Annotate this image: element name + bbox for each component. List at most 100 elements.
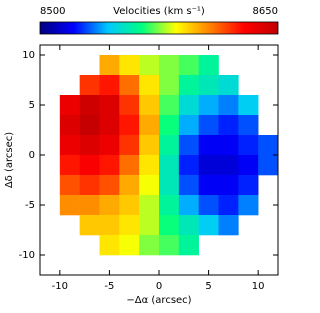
velocity-cell <box>159 115 180 136</box>
velocity-cell <box>238 95 259 116</box>
velocity-cell <box>198 55 219 76</box>
velocity-cell <box>139 135 160 156</box>
velocity-cell <box>119 95 140 116</box>
velocity-cell <box>99 95 120 116</box>
velocity-cell <box>198 95 219 116</box>
velocity-cell <box>139 235 160 256</box>
velocity-cell <box>119 55 140 76</box>
colorbar-max-label: 8650 <box>253 6 278 17</box>
velocity-cell <box>238 195 259 216</box>
velocity-cell <box>198 135 219 156</box>
velocity-cell <box>159 135 180 156</box>
velocity-cell <box>198 155 219 176</box>
velocity-cell <box>218 95 239 116</box>
velocity-cell <box>139 215 160 236</box>
velocity-cell <box>59 95 80 116</box>
velocity-cell <box>178 195 199 216</box>
x-tick-label: -5 <box>104 281 114 292</box>
velocity-cell <box>178 75 199 96</box>
velocity-cell <box>59 195 80 216</box>
y-axis-label: Δδ (arcsec) <box>4 132 15 188</box>
x-tick-label: 0 <box>156 281 162 292</box>
velocity-cell <box>198 195 219 216</box>
velocity-cell <box>119 135 140 156</box>
velocity-cell <box>218 155 239 176</box>
velocity-cell <box>159 155 180 176</box>
velocity-cell <box>178 235 199 256</box>
velocity-cell <box>159 75 180 96</box>
y-tick-label: 0 <box>29 150 35 161</box>
velocity-cell <box>59 135 80 156</box>
velocity-cell <box>238 155 259 176</box>
velocity-cell <box>198 175 219 196</box>
velocity-cell <box>238 175 259 196</box>
velocity-cell <box>178 135 199 156</box>
velocity-cell <box>218 75 239 96</box>
y-tick-label: -5 <box>25 200 35 211</box>
velocity-cell <box>99 115 120 136</box>
chart: Velocities (km s⁻¹) 8500 8650 −Δα (arcse… <box>4 6 279 306</box>
velocity-cell <box>59 155 80 176</box>
x-tick-label: 10 <box>252 281 265 292</box>
velocity-cell <box>159 235 180 256</box>
velocity-cell <box>119 175 140 196</box>
velocity-cell <box>139 55 160 76</box>
velocity-cell <box>79 215 100 236</box>
velocity-cell <box>159 195 180 216</box>
velocity-cell <box>99 175 120 196</box>
velocity-cell <box>178 55 199 76</box>
velocity-cell <box>258 135 279 156</box>
velocity-cell <box>159 175 180 196</box>
y-tick-label: 5 <box>29 100 35 111</box>
velocity-cell <box>119 75 140 96</box>
y-tick-label: -10 <box>19 250 35 261</box>
velocity-cell <box>99 215 120 236</box>
velocity-cell <box>139 195 160 216</box>
velocity-cell <box>139 75 160 96</box>
velocity-cell <box>99 55 120 76</box>
velocity-cell <box>218 175 239 196</box>
velocity-cell <box>119 155 140 176</box>
velocity-cell <box>139 175 160 196</box>
velocity-cell <box>59 175 80 196</box>
velocity-cell <box>99 75 120 96</box>
colorbar <box>39 21 279 35</box>
colorbar-min-label: 8500 <box>40 6 65 17</box>
velocity-cell <box>159 95 180 116</box>
velocity-cell <box>119 235 140 256</box>
velocity-cell <box>59 115 80 136</box>
velocity-cell <box>139 155 160 176</box>
velocity-cell <box>79 75 100 96</box>
velocity-cell <box>178 215 199 236</box>
colorbar-title: Velocities (km s⁻¹) <box>113 6 205 17</box>
velocity-cell <box>218 135 239 156</box>
velocity-cell <box>139 115 160 136</box>
x-tick-label: -10 <box>52 281 68 292</box>
velocity-cell <box>79 135 100 156</box>
velocity-cell <box>198 75 219 96</box>
velocity-cell <box>178 175 199 196</box>
velocity-cell <box>99 155 120 176</box>
velocity-cell <box>99 195 120 216</box>
velocity-cell <box>79 195 100 216</box>
velocity-cell <box>198 115 219 136</box>
velocity-cell <box>218 195 239 216</box>
velocity-cell <box>218 115 239 136</box>
y-tick-label: 10 <box>22 50 35 61</box>
velocity-cell <box>119 215 140 236</box>
velocity-cell <box>238 135 259 156</box>
velocity-cell <box>198 215 219 236</box>
velocity-cell <box>258 155 279 176</box>
velocity-cell <box>99 135 120 156</box>
x-tick-label: 5 <box>205 281 211 292</box>
velocity-cell <box>119 115 140 136</box>
velocity-cell <box>159 55 180 76</box>
velocity-cell <box>79 155 100 176</box>
velocity-cell <box>79 175 100 196</box>
velocity-cell <box>159 215 180 236</box>
velocity-cell <box>79 115 100 136</box>
velocity-cell <box>238 115 259 136</box>
velocity-cell <box>178 95 199 116</box>
velocity-cell <box>178 115 199 136</box>
velocity-cell <box>79 95 100 116</box>
